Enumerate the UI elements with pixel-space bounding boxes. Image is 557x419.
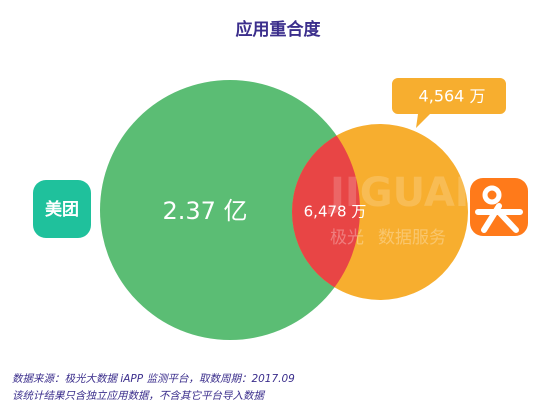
app-icon	[33, 180, 91, 238]
watermark: 极光	[330, 228, 364, 248]
chart-title: 应用重合度	[236, 19, 322, 40]
data-label: 4,564 万	[419, 87, 486, 106]
watermark: 数据服务	[378, 228, 446, 248]
callout	[392, 78, 506, 128]
footnote: 该统计结果只含独立应用数据，不含其它平台导入数据	[12, 390, 265, 402]
footnote: 数据来源：极光大数据 iAPP 监测平台，取数周期：2017.09	[12, 373, 295, 385]
set-circle	[100, 80, 360, 340]
set-label: 美团	[45, 199, 79, 220]
data-label: 6,478 万	[304, 203, 367, 221]
data-label: 2.37 亿	[162, 197, 247, 225]
app-icon	[470, 178, 528, 236]
